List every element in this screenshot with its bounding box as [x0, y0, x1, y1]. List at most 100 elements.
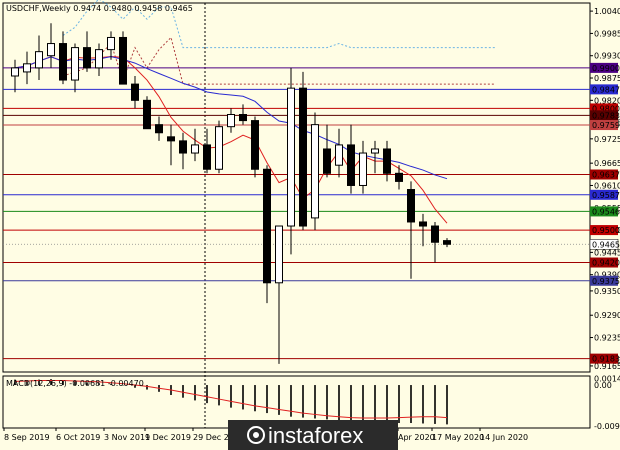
- price-level-box: [590, 103, 618, 114]
- price-tick-label: 0.9725: [594, 135, 620, 144]
- candle-body: [11, 67, 19, 77]
- candle-body: [179, 140, 187, 154]
- x-tick-label: 14 Jun 2020: [480, 433, 528, 442]
- candle-body: [287, 87, 295, 227]
- candle-body: [35, 51, 43, 69]
- instaforex-logo: instaforex: [228, 420, 398, 450]
- x-tick-label: 6 Oct 2019: [56, 433, 100, 442]
- price-level-box: [590, 84, 618, 95]
- price-level-box: [589, 239, 619, 250]
- price-tick-label: 0.9390: [594, 271, 620, 280]
- logo-mark-center: [253, 432, 259, 438]
- price-level-box: [590, 206, 618, 217]
- x-tick-label: 3 Nov 2019: [104, 433, 150, 442]
- chart-header: USDCHF,Weekly 0.9474 0.9480 0.9458 0.946…: [6, 4, 193, 13]
- candle-body: [251, 120, 259, 170]
- price-tick-label: 0.9350: [594, 287, 620, 296]
- x-tick-label: 1 Dec 2019: [145, 433, 191, 442]
- candle-body: [347, 144, 355, 186]
- price-tick-label: 0.9930: [594, 52, 620, 61]
- macd-tick-label: 0.00147: [594, 374, 620, 383]
- price-level-label: 0.9183: [592, 355, 620, 364]
- x-tick-label: 17 May 2020: [432, 433, 484, 442]
- price-level-box: [590, 225, 618, 236]
- logo-mark: [247, 426, 265, 444]
- macd-panel-frame: [2, 375, 591, 429]
- candle-body: [131, 83, 139, 101]
- candle-body: [47, 43, 55, 57]
- candle-body: [203, 144, 211, 170]
- candle-body: [371, 148, 379, 154]
- price-level-label: 0.9546: [592, 207, 620, 216]
- price-level-box: [590, 353, 618, 364]
- candle-body: [419, 221, 427, 227]
- candle-body: [83, 47, 91, 69]
- candle-body: [395, 172, 403, 182]
- price-level-label: 0.9847: [592, 85, 620, 94]
- price-level-box: [590, 189, 618, 200]
- candle-body: [143, 99, 151, 130]
- price-level-label: 0.9637: [592, 171, 620, 180]
- price-level-box: [590, 120, 618, 131]
- price-tick-label: 0.9610: [594, 181, 620, 190]
- candle-body: [311, 124, 319, 219]
- price-level-label: 0.9900: [592, 64, 620, 73]
- macd-title: MACD(12,26,9) -0.00681 -0.00470: [6, 379, 144, 388]
- price-tick-label: 0.9985: [594, 29, 620, 38]
- candle-body: [383, 148, 391, 174]
- candle-body: [23, 63, 31, 73]
- macd-signal-line: [14, 380, 448, 419]
- price-tick-label: 0.9875: [594, 74, 620, 83]
- price-level-label: 0.9800: [592, 104, 620, 113]
- candle-body: [275, 225, 283, 284]
- price-tick-label: 0.9445: [594, 248, 620, 257]
- price-level-label: 0.9759: [592, 121, 620, 130]
- cloud-span-b-line: [62, 36, 495, 85]
- price-level-box: [590, 275, 618, 286]
- x-tick-label: Apr 2020: [398, 433, 435, 442]
- price-level-label: 0.9375: [592, 277, 620, 286]
- candle-body: [107, 36, 115, 51]
- candle-body: [71, 47, 79, 81]
- macd-tick-label: 0.00: [594, 381, 612, 390]
- price-tick-label: 0.9820: [594, 96, 620, 105]
- candle-body: [239, 114, 247, 122]
- candle-body: [215, 126, 223, 170]
- candle-body: [359, 152, 367, 186]
- price-tick-label: 1.0040: [594, 7, 620, 16]
- ohlc-label: 0.9474 0.9480 0.9458 0.9465: [73, 4, 193, 13]
- price-tick-label: 0.9235: [594, 334, 620, 343]
- macd-tick-label: -0.0091: [594, 422, 620, 431]
- price-level-label: 0.9783: [592, 111, 620, 120]
- price-level-box: [590, 110, 618, 121]
- candle-body: [155, 124, 163, 134]
- candle-body: [191, 144, 199, 154]
- candle-body: [227, 114, 235, 128]
- price-level-label: 0.9587: [592, 191, 620, 200]
- price-tick-label: 0.9165: [594, 362, 620, 371]
- candle-body: [443, 240, 451, 245]
- candle-body: [299, 87, 307, 227]
- price-level-label: 0.9420: [592, 259, 620, 268]
- price-tick-label: 0.9290: [594, 311, 620, 320]
- x-tick-label: 29 Dec 20: [193, 433, 234, 442]
- x-tick-label: 8 Sep 2019: [4, 433, 50, 442]
- candle-body: [335, 144, 343, 166]
- symbol-label: USDCHF,Weekly: [6, 4, 73, 13]
- logo-text: instaforex: [268, 423, 363, 448]
- candle-body: [263, 168, 271, 284]
- price-level-box: [590, 62, 618, 73]
- candle-body: [167, 136, 175, 142]
- candle-body: [59, 43, 67, 81]
- candle-body: [119, 36, 127, 85]
- candle-body: [95, 49, 103, 69]
- candle-body: [407, 189, 415, 223]
- price-level-label: 0.9500: [592, 226, 620, 235]
- price-level-label: 0.9465: [592, 240, 620, 249]
- cloud-span-a-line: [62, 0, 495, 49]
- price-level-box: [590, 257, 618, 268]
- price-level-box: [590, 169, 618, 180]
- price-tick-label: 0.9665: [594, 159, 620, 168]
